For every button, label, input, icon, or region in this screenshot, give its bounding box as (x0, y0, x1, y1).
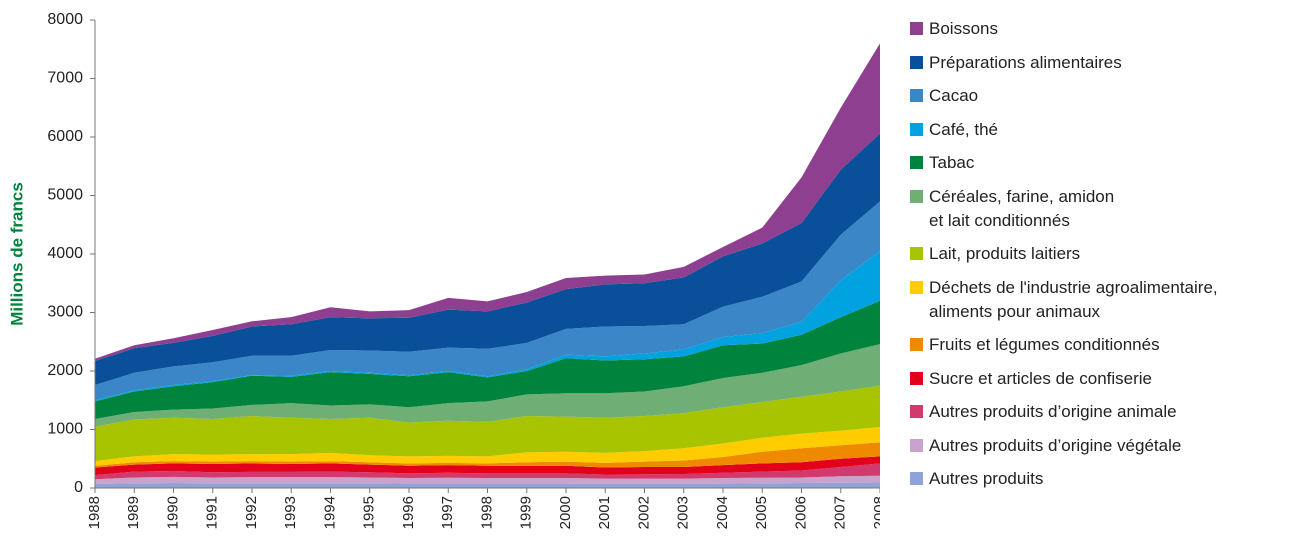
legend-label: Lait, produits laitiers (929, 244, 1081, 263)
x-tick-label: 2005 (753, 496, 770, 529)
x-tick-label: 2003 (675, 496, 692, 529)
legend-swatch (910, 189, 923, 203)
legend-item: Boissons (910, 17, 1280, 41)
x-tick-label: 2000 (557, 496, 574, 529)
area (95, 300, 880, 419)
legend-label: Déchets de l'industrie agroalimentaire, … (929, 277, 1218, 321)
y-tick-label: 0 (74, 479, 83, 496)
legend-item: Préparations alimentaires (910, 51, 1280, 75)
legend-swatch (910, 438, 923, 452)
y-tick-label: 7000 (47, 70, 83, 87)
chart: Millions de francs 0 1000 2000 3000 4000 5000… (7, 11, 880, 529)
x-tick-label: 1995 (361, 496, 378, 529)
legend-swatch (910, 280, 923, 294)
legend-item: Autres produits (910, 467, 1280, 491)
x-tick-label: 1996 (400, 496, 417, 529)
legend-label: Cacao (929, 86, 979, 105)
x-tick-label: 2004 (714, 496, 731, 529)
y-tick-label: 6000 (47, 128, 83, 145)
area (95, 344, 880, 427)
y-tick-label: 3000 (47, 304, 83, 321)
legend-label: Autres produits (929, 469, 1044, 488)
legend-item: Café, thé (910, 118, 1280, 142)
area (95, 133, 880, 386)
legend-swatch (910, 22, 923, 35)
legend-swatch (910, 55, 923, 69)
legend-label: Boissons (929, 19, 998, 38)
legend-swatch (910, 338, 923, 351)
area (95, 482, 880, 488)
legend-swatch (910, 247, 923, 260)
x-tick-label: 2008 (871, 496, 880, 529)
x-tick-label: 2002 (635, 496, 652, 529)
area (95, 475, 880, 484)
y-tick-label: 1000 (47, 421, 83, 438)
x-tick-label: 2001 (596, 496, 613, 529)
legend-swatch (910, 371, 923, 385)
y-tick-label: 4000 (47, 245, 83, 262)
legend-swatch (910, 122, 923, 136)
legend-swatch (910, 472, 923, 485)
legend-item: Autres produits d’origine végétale (910, 434, 1280, 458)
legend-item: Fruits et légumes conditionnés (910, 333, 1280, 357)
legend-item: Tabac (910, 151, 1280, 175)
legend: Boissons Préparations alimentaires Cacao Ca… (910, 17, 1280, 501)
area (95, 442, 880, 468)
x-tick-label: 1999 (518, 496, 535, 529)
y-axis-label: Millions de francs (7, 182, 26, 326)
legend-item: Autres produits d’origine animale (910, 400, 1280, 424)
legend-label: Autres produits d’origine animale (929, 402, 1177, 421)
y-tick-label: 8000 (47, 11, 83, 28)
legend-item: Cacao (910, 84, 1280, 108)
legend-label: Café, thé (929, 119, 998, 139)
area (95, 456, 880, 476)
x-tick-label: 1993 (282, 496, 299, 529)
area (95, 463, 880, 480)
legend-label: Tabac (929, 153, 975, 172)
x-tick-label: 1998 (478, 496, 495, 529)
area (95, 201, 880, 401)
area (95, 385, 880, 462)
legend-label: Céréales, farine, amidon et lait conditi… (929, 186, 1115, 230)
legend-item: Sucre et articles de confiserie (910, 367, 1280, 391)
legend-item: Céréales, farine, amidon et lait conditi… (910, 185, 1280, 233)
area (95, 427, 880, 466)
legend-label: Sucre et articles de confiserie (929, 368, 1152, 388)
x-tick-label: 1989 (125, 496, 142, 529)
x-tick-label: 1994 (321, 496, 338, 529)
legend-label: Autres produits d’origine végétale (929, 435, 1182, 455)
x-tick-label: 2006 (792, 496, 809, 529)
legend-swatch (910, 156, 923, 169)
legend-swatch (910, 405, 923, 418)
legend-swatch (910, 89, 923, 102)
x-tick-label: 1991 (204, 496, 221, 529)
legend-label: Fruits et légumes conditionnés (929, 335, 1160, 354)
x-tick-label: 1997 (439, 496, 456, 529)
x-tick-label: 1990 (164, 496, 181, 529)
y-tick-label: 2000 (47, 362, 83, 379)
legend-item: Lait, produits laitiers (910, 242, 1280, 266)
legend-item: Déchets de l'industrie agroalimentaire, … (910, 276, 1280, 324)
x-tick-label: 1988 (86, 496, 103, 529)
x-tick-label: 2007 (832, 496, 849, 529)
legend-label: Préparations alimentaires (929, 52, 1122, 72)
y-tick-label: 5000 (47, 187, 83, 204)
x-tick-label: 1992 (243, 496, 260, 529)
